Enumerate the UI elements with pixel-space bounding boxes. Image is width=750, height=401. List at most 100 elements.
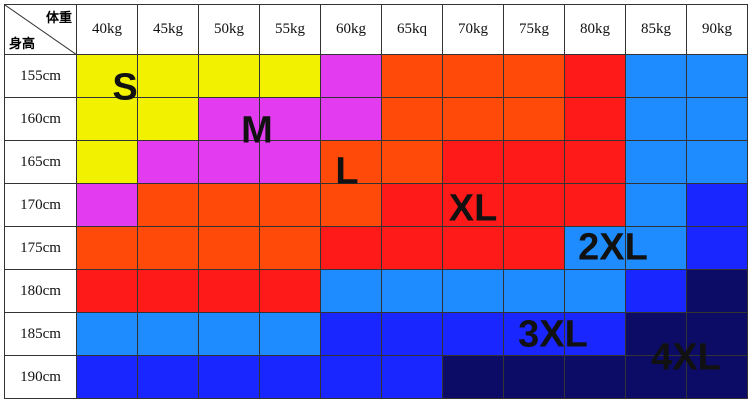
row-header: 160cm xyxy=(4,98,77,141)
column-header: 45kg xyxy=(138,4,199,55)
size-cell xyxy=(199,141,260,184)
size-cell xyxy=(321,313,382,356)
size-cell xyxy=(687,313,748,356)
size-label: S xyxy=(112,66,138,109)
row-header: 190cm xyxy=(4,356,77,399)
size-cell xyxy=(77,356,138,399)
row-header: 175cm xyxy=(4,227,77,270)
size-cell xyxy=(565,141,626,184)
size-cell xyxy=(260,227,321,270)
size-cell xyxy=(260,356,321,399)
size-cell xyxy=(382,270,443,313)
size-cell xyxy=(443,313,504,356)
size-cell xyxy=(199,98,260,141)
size-cell xyxy=(382,313,443,356)
size-cell xyxy=(260,98,321,141)
size-cell xyxy=(199,227,260,270)
size-cell xyxy=(565,356,626,399)
size-cell xyxy=(382,356,443,399)
size-cell xyxy=(443,98,504,141)
size-cell xyxy=(138,55,199,98)
column-header: 75kg xyxy=(504,4,565,55)
column-header: 85kg xyxy=(626,4,687,55)
size-cell xyxy=(443,141,504,184)
size-cell xyxy=(687,141,748,184)
size-cell xyxy=(504,356,565,399)
column-header: 80kg xyxy=(565,4,626,55)
size-label: 2XL xyxy=(578,226,648,269)
size-cell xyxy=(443,227,504,270)
size-cell xyxy=(321,98,382,141)
size-cell xyxy=(138,98,199,141)
column-header: 40kg xyxy=(77,4,138,55)
size-cell xyxy=(138,270,199,313)
size-cell xyxy=(77,141,138,184)
size-cell xyxy=(77,313,138,356)
row-header: 170cm xyxy=(4,184,77,227)
size-cell xyxy=(626,141,687,184)
size-cell xyxy=(199,270,260,313)
size-cell xyxy=(77,184,138,227)
size-cell xyxy=(504,55,565,98)
size-label: L xyxy=(335,150,359,193)
size-cell xyxy=(504,141,565,184)
size-cell xyxy=(565,98,626,141)
size-cell xyxy=(626,55,687,98)
size-cell xyxy=(138,356,199,399)
size-cell xyxy=(443,356,504,399)
size-cell xyxy=(138,184,199,227)
size-cell xyxy=(199,55,260,98)
size-cell xyxy=(565,184,626,227)
size-cell xyxy=(382,141,443,184)
corner-cell: 体重 身高 xyxy=(4,4,77,55)
column-header: 65kq xyxy=(382,4,443,55)
size-cell xyxy=(382,55,443,98)
column-header: 70kg xyxy=(443,4,504,55)
size-cell xyxy=(687,184,748,227)
size-cell xyxy=(138,313,199,356)
size-cell xyxy=(321,356,382,399)
row-header: 180cm xyxy=(4,270,77,313)
size-cell xyxy=(443,55,504,98)
height-label: 身高 xyxy=(9,36,36,51)
size-cell xyxy=(382,227,443,270)
size-cell xyxy=(565,227,626,270)
size-cell xyxy=(626,270,687,313)
size-cell xyxy=(626,227,687,270)
size-cell xyxy=(321,184,382,227)
size-cell xyxy=(504,227,565,270)
row-header: 165cm xyxy=(4,141,77,184)
size-cell xyxy=(504,270,565,313)
size-cell xyxy=(199,313,260,356)
size-cell xyxy=(199,184,260,227)
size-cell xyxy=(321,227,382,270)
size-cell xyxy=(321,141,382,184)
size-cell xyxy=(321,55,382,98)
row-header: 155cm xyxy=(4,55,77,98)
size-label: 4XL xyxy=(651,336,721,379)
size-label: M xyxy=(241,109,273,152)
size-cell xyxy=(321,270,382,313)
size-cell xyxy=(260,270,321,313)
column-header: 90kg xyxy=(687,4,748,55)
size-cell xyxy=(138,141,199,184)
size-cell xyxy=(504,184,565,227)
row-header: 185cm xyxy=(4,313,77,356)
size-label: 3XL xyxy=(518,313,588,356)
size-cell xyxy=(382,184,443,227)
column-header: 50kg xyxy=(199,4,260,55)
size-label: XL xyxy=(448,187,498,230)
size-cell xyxy=(504,313,565,356)
size-cell xyxy=(504,98,565,141)
size-cell xyxy=(687,356,748,399)
size-cell xyxy=(687,227,748,270)
size-cell xyxy=(443,270,504,313)
size-cell xyxy=(77,98,138,141)
size-cell xyxy=(260,184,321,227)
size-cell xyxy=(565,313,626,356)
size-cell xyxy=(260,313,321,356)
size-cell xyxy=(687,98,748,141)
size-cell xyxy=(565,55,626,98)
size-cell xyxy=(626,313,687,356)
